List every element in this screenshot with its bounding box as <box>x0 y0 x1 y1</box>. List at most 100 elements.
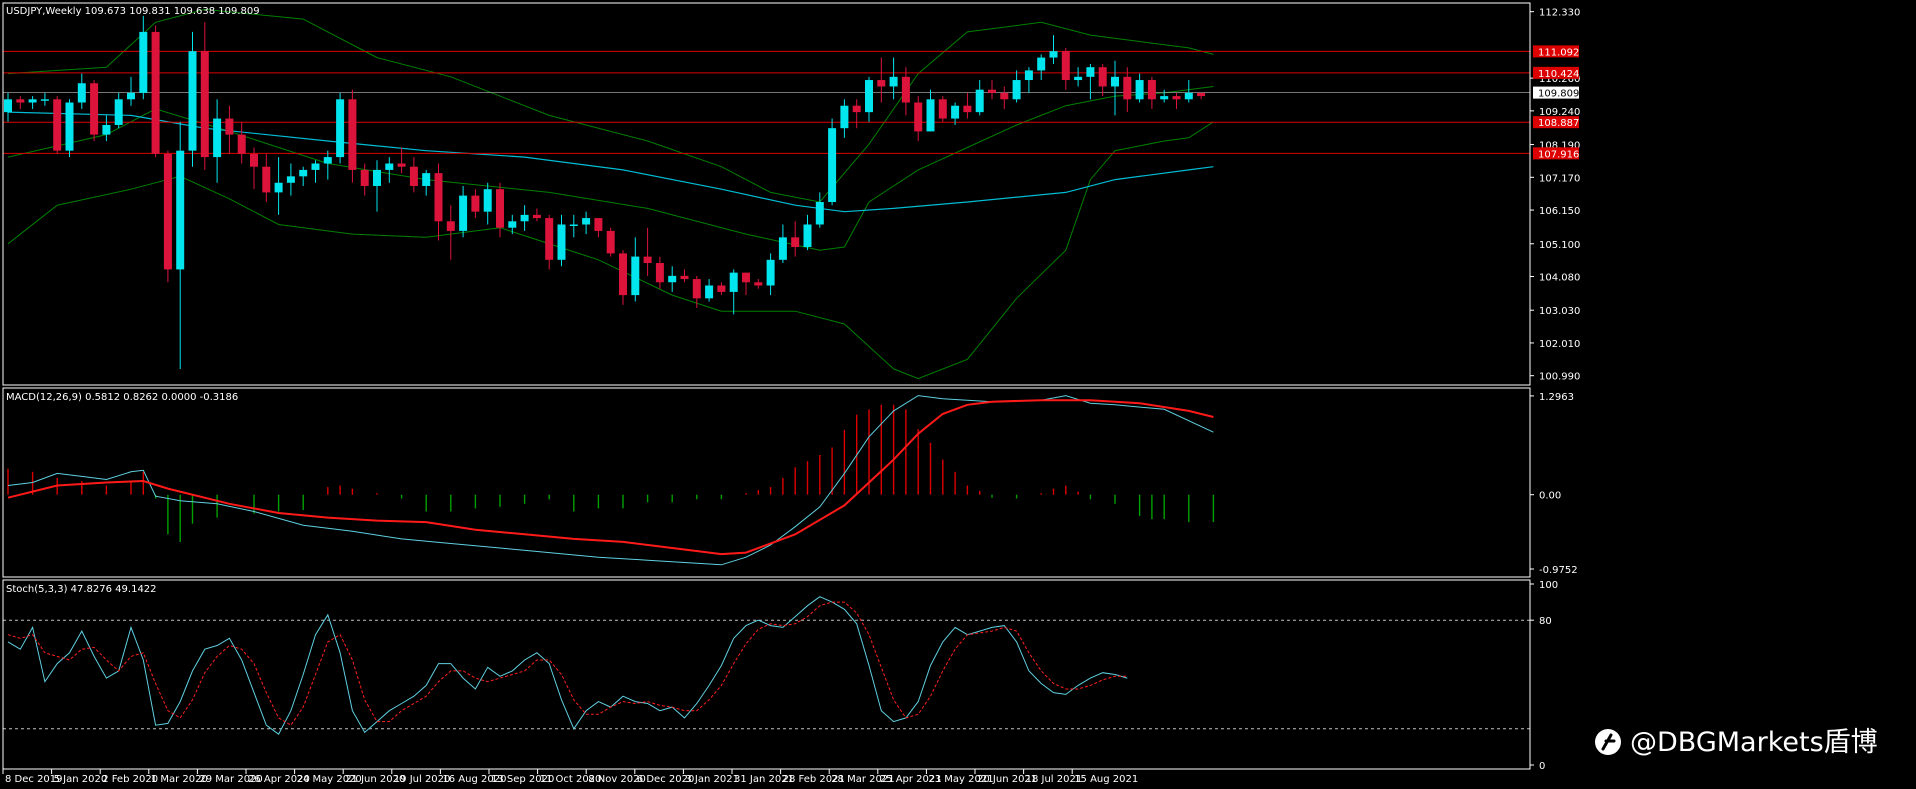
candle <box>139 15 148 100</box>
candle-body <box>237 134 246 154</box>
candle <box>348 89 357 183</box>
current-price-label: 109.809 <box>1538 89 1579 100</box>
price-axis-label: 109.240 <box>1539 107 1580 118</box>
candle <box>705 279 714 302</box>
candle-body <box>975 89 984 113</box>
candle <box>742 272 750 296</box>
candle-body <box>336 99 345 158</box>
pane-frame <box>2 387 1531 578</box>
pane-frame <box>2 579 1531 770</box>
candle-body <box>1000 92 1009 100</box>
time-axis-label: 23 May 2021 <box>928 774 993 785</box>
candle <box>496 182 504 238</box>
candle-body <box>569 224 578 226</box>
time-axis-label: 20 Jun 2021 <box>977 774 1037 785</box>
time-axis-label: 18 Jul 2021 <box>1026 774 1083 785</box>
price-level-label: 108.887 <box>1538 118 1579 129</box>
candle-body <box>742 272 750 283</box>
candle-body <box>262 166 271 193</box>
candle <box>446 205 455 260</box>
candle-body <box>901 76 910 103</box>
candle <box>299 166 308 186</box>
time-axis-label: 2 Feb 2020 <box>102 774 158 785</box>
price-level-tag <box>1533 116 1579 129</box>
price-axis-label: 102.010 <box>1539 339 1580 350</box>
candle-body <box>1098 67 1107 87</box>
candle-body <box>1172 96 1181 100</box>
candle-body <box>1061 51 1070 81</box>
candle <box>483 182 492 225</box>
candle <box>619 250 627 305</box>
candle <box>127 76 135 106</box>
price-level-label: 107.916 <box>1538 149 1579 160</box>
candle <box>385 157 394 183</box>
candle <box>286 163 295 196</box>
candle <box>114 92 123 129</box>
candle <box>815 192 824 228</box>
candle <box>791 221 800 257</box>
time-axis-label: 24 May 2020 <box>297 774 362 785</box>
candle <box>1000 86 1009 109</box>
candle <box>200 22 209 170</box>
candle <box>16 96 25 109</box>
candle <box>778 224 787 264</box>
axes: 112.330 110.260 109.240 108.190 107.170 106.1… <box>2 8 1580 785</box>
candle <box>40 92 49 106</box>
candle-body <box>680 275 689 280</box>
price-level-tag <box>1533 147 1579 160</box>
time-axis-label: 19 Jul 2020 <box>394 774 451 785</box>
candle <box>397 147 406 174</box>
stoch-axis-label: 80 <box>1539 616 1552 627</box>
candle-body <box>373 169 381 186</box>
candle-body <box>852 105 861 113</box>
candle-body <box>348 99 357 170</box>
candle-body <box>532 214 541 219</box>
candle-body <box>606 230 615 254</box>
candle-body <box>729 272 738 292</box>
time-axis-label: 31 Jan 2021 <box>734 774 794 785</box>
candle <box>1135 73 1144 103</box>
candle-body <box>459 195 468 231</box>
candle-body <box>1111 76 1119 87</box>
candle-body <box>778 237 787 260</box>
candle-body <box>963 105 972 113</box>
moving-average-line <box>7 111 1214 213</box>
candle <box>655 256 664 289</box>
macd-pane[interactable] <box>7 395 1215 566</box>
stoch-d-line <box>7 601 1128 726</box>
time-axis-label: 13 Sep 2020 <box>491 774 554 785</box>
candle <box>643 227 652 276</box>
price-level-tag <box>1533 45 1579 58</box>
macd-axis-label: 0.00 <box>1539 491 1561 502</box>
candle-body <box>496 189 504 228</box>
candle-body <box>1147 80 1156 100</box>
candle-body <box>274 182 283 193</box>
candle <box>901 67 910 116</box>
candle <box>262 153 271 203</box>
price-axis-label: 103.030 <box>1539 306 1580 317</box>
candle <box>803 214 812 251</box>
candle <box>1172 92 1181 109</box>
candle <box>163 150 172 283</box>
candle-body <box>988 89 996 93</box>
candle <box>631 237 640 302</box>
candle-body <box>1123 76 1132 100</box>
candle-body <box>557 224 566 260</box>
time-axis-label: 16 Aug 2020 <box>442 774 506 785</box>
candle <box>274 157 283 215</box>
price-pane[interactable] <box>3 8 1530 380</box>
candle <box>680 269 689 283</box>
candle-body <box>323 157 332 164</box>
time-axis-label: 21 Jun 2020 <box>345 774 405 785</box>
candle-body <box>213 118 222 158</box>
current-price-tag <box>1533 86 1579 99</box>
candle-body <box>1197 92 1206 97</box>
candle <box>692 275 701 308</box>
time-axis-label: 26 Apr 2020 <box>248 774 310 785</box>
stoch-pane[interactable] <box>3 596 1530 735</box>
candle <box>1012 70 1021 103</box>
candle <box>606 227 615 257</box>
candle-body <box>446 221 455 231</box>
candle-body <box>102 124 111 135</box>
